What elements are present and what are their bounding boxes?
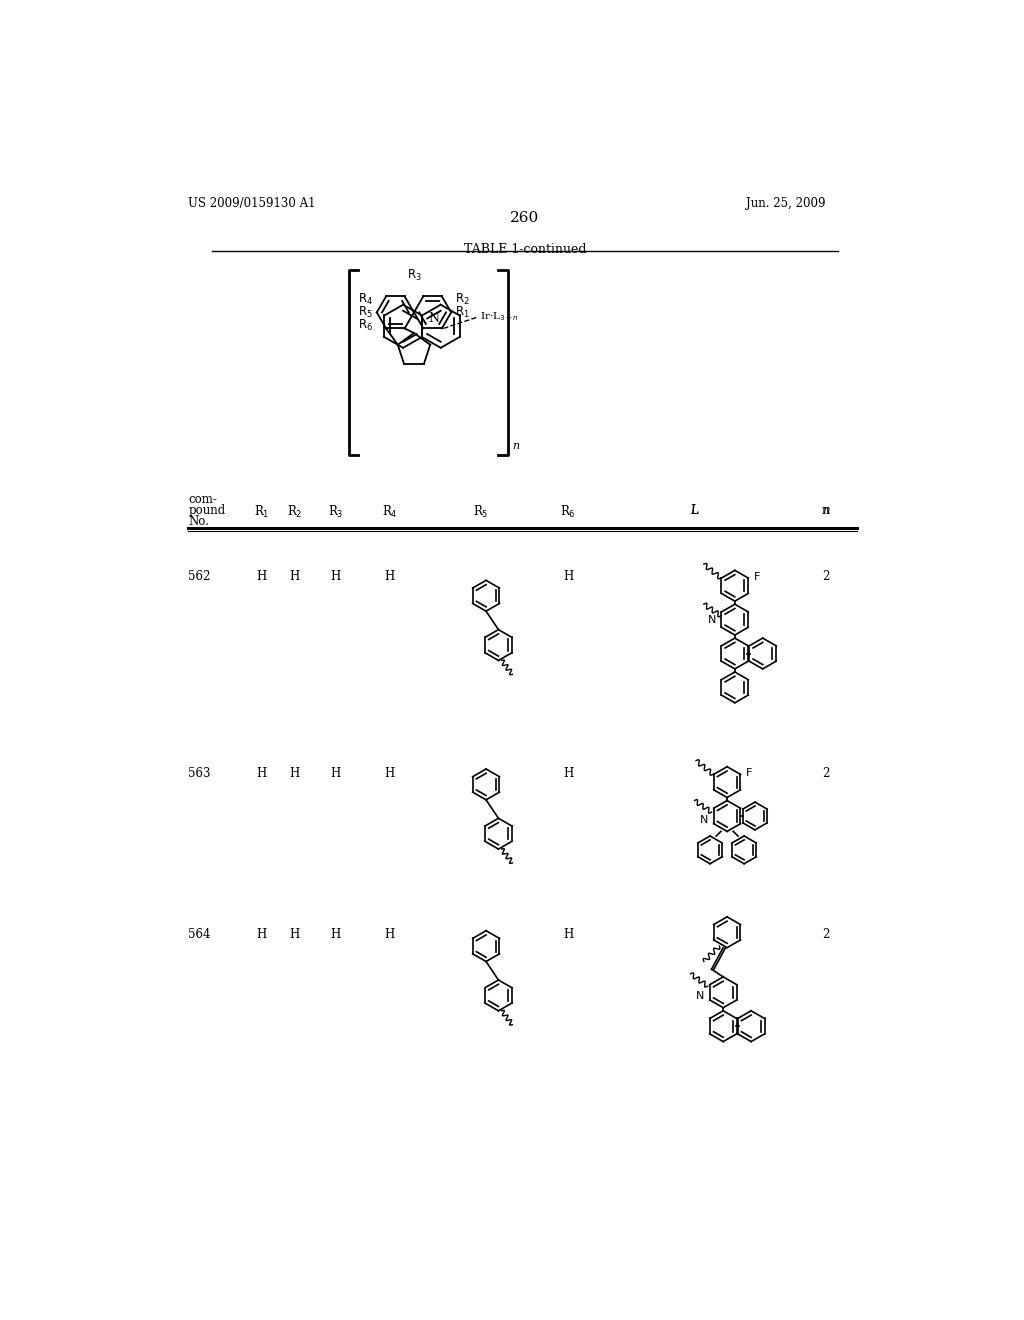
Text: H: H — [331, 928, 341, 941]
Text: F: F — [745, 768, 752, 777]
Text: N: N — [708, 615, 716, 624]
Text: com-: com- — [188, 494, 217, 507]
Text: H: H — [385, 767, 395, 780]
Text: 563: 563 — [188, 767, 211, 780]
Text: Ir·L$_{3-n}$: Ir·L$_{3-n}$ — [480, 310, 519, 323]
Text: TABLE 1-continued: TABLE 1-continued — [464, 243, 586, 256]
Text: H: H — [256, 570, 266, 583]
Text: R$_2$: R$_2$ — [455, 292, 470, 308]
Text: n: n — [512, 441, 519, 451]
Text: N: N — [700, 814, 709, 825]
Text: Jun. 25, 2009: Jun. 25, 2009 — [746, 197, 825, 210]
Text: 2: 2 — [822, 928, 829, 941]
Text: R$_4$: R$_4$ — [357, 292, 373, 308]
Text: H: H — [256, 767, 266, 780]
Text: 562: 562 — [188, 570, 211, 583]
Text: 260: 260 — [510, 211, 540, 224]
Text: H: H — [563, 767, 573, 780]
Text: H: H — [290, 767, 300, 780]
Text: L: L — [690, 504, 697, 517]
Text: N: N — [696, 991, 705, 1001]
Text: No.: No. — [188, 515, 209, 528]
Text: H: H — [290, 570, 300, 583]
Text: R$_2$: R$_2$ — [287, 504, 302, 520]
Text: R$_3$: R$_3$ — [328, 504, 343, 520]
Text: US 2009/0159130 A1: US 2009/0159130 A1 — [188, 197, 316, 210]
Text: R$_1$: R$_1$ — [254, 504, 269, 520]
Text: R$_5$: R$_5$ — [473, 504, 488, 520]
Text: R$_1$: R$_1$ — [455, 305, 470, 319]
Text: H: H — [385, 570, 395, 583]
Text: R$_5$: R$_5$ — [358, 305, 373, 319]
Text: 564: 564 — [188, 928, 211, 941]
Text: H: H — [331, 570, 341, 583]
Text: 2: 2 — [822, 767, 829, 780]
Text: pound: pound — [188, 504, 225, 517]
Text: H: H — [290, 928, 300, 941]
Text: H: H — [385, 928, 395, 941]
Text: H: H — [256, 928, 266, 941]
Text: R$_3$: R$_3$ — [407, 268, 422, 284]
Text: L: L — [690, 504, 697, 517]
Text: n: n — [821, 504, 829, 517]
Text: 2: 2 — [822, 570, 829, 583]
Text: H: H — [563, 928, 573, 941]
Text: R$_4$: R$_4$ — [382, 504, 397, 520]
Text: H: H — [563, 570, 573, 583]
Text: N: N — [429, 312, 439, 325]
Text: R$_6$: R$_6$ — [560, 504, 577, 520]
Text: n: n — [821, 504, 829, 517]
Text: H: H — [331, 767, 341, 780]
Text: F: F — [754, 572, 760, 582]
Text: R$_6$: R$_6$ — [357, 318, 373, 333]
